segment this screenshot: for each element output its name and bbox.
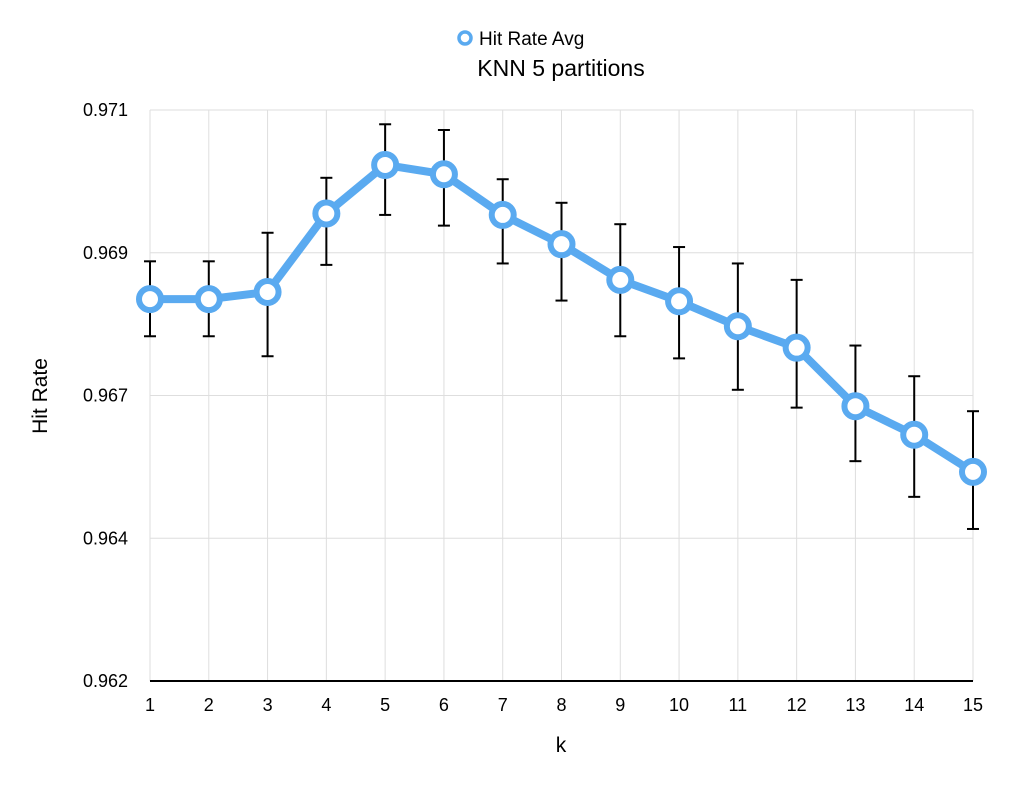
data-point: [959, 457, 987, 486]
x-axis-ticks: 1 2 3 4 5 6 7 8 9 10 11 12 13 14 15: [145, 695, 983, 715]
data-point: [429, 160, 458, 189]
data-point: [547, 230, 576, 259]
y-axis-title: Hit Rate: [29, 358, 52, 434]
data-point: [253, 278, 282, 307]
y-tick-label: 0.971: [83, 100, 128, 120]
legend-marker-icon: [457, 30, 473, 46]
data-point: [606, 265, 635, 294]
x-tick-label: 9: [615, 695, 625, 715]
data-point: [194, 285, 223, 314]
legend-label: Hit Rate Avg: [479, 29, 584, 50]
x-tick-label: 4: [321, 695, 331, 715]
y-tick-label: 0.962: [83, 671, 128, 691]
data-point: [723, 312, 752, 341]
x-tick-label: 12: [787, 695, 807, 715]
data-point: [782, 333, 811, 362]
x-tick-label: 15: [963, 695, 983, 715]
x-tick-label: 3: [263, 695, 273, 715]
x-tick-label: 14: [904, 695, 924, 715]
data-point: [488, 200, 517, 229]
x-tick-label: 10: [669, 695, 689, 715]
x-tick-label: 13: [845, 695, 865, 715]
x-axis-title: k: [556, 734, 567, 757]
y-tick-label: 0.967: [83, 386, 128, 406]
x-tick-label: 1: [145, 695, 155, 715]
x-tick-label: 5: [380, 695, 390, 715]
data-point: [841, 392, 870, 421]
x-tick-label: 8: [556, 695, 566, 715]
data-point: [665, 287, 694, 316]
series-hit-rate-avg: [136, 150, 987, 486]
y-tick-label: 0.964: [83, 528, 128, 548]
y-axis-ticks: 0.962 0.964 0.967 0.969 0.971: [83, 100, 128, 691]
data-point: [900, 420, 929, 449]
legend: Hit Rate Avg: [457, 29, 584, 50]
x-tick-label: 2: [204, 695, 214, 715]
x-tick-label: 6: [439, 695, 449, 715]
data-point: [371, 150, 400, 179]
x-tick-label: 7: [498, 695, 508, 715]
x-tick-label: 11: [729, 695, 748, 715]
data-point: [312, 199, 341, 228]
y-tick-label: 0.969: [83, 243, 128, 263]
data-point: [136, 285, 164, 314]
chart-title: KNN 5 partitions: [477, 55, 644, 81]
